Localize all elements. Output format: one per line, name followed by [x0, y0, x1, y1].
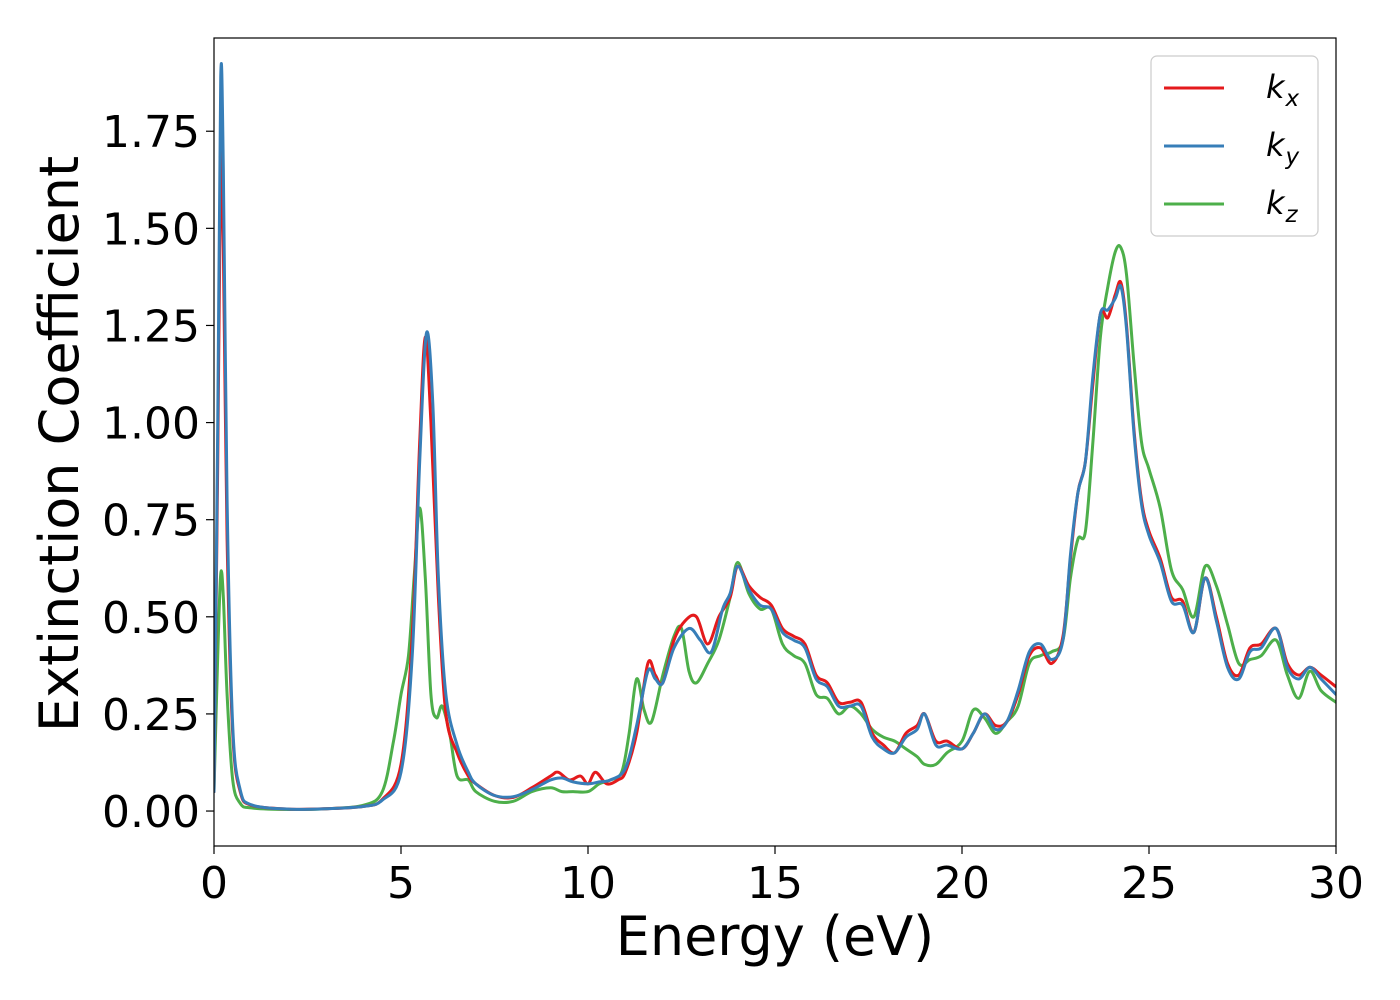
x-tick-label: 5: [387, 858, 415, 909]
series-line-ky: [214, 62, 1336, 811]
y-axis-title: Extinction Coefficient: [28, 156, 91, 732]
y-tick-label: 0.00: [102, 787, 200, 838]
y-tick-label: 1.25: [102, 301, 200, 352]
x-tick-label: 30: [1308, 858, 1364, 909]
x-tick-label: 0: [200, 858, 228, 909]
x-tick-label: 15: [747, 858, 803, 909]
legend: kx ky kz: [1150, 55, 1319, 237]
y-tick-label: 0.25: [102, 690, 200, 741]
legend-label-ky: ky: [1266, 126, 1300, 170]
x-tick-label: 10: [560, 858, 616, 909]
series-line-kx: [214, 146, 1336, 811]
legend-box: [1150, 55, 1319, 237]
series-line-kz: [214, 244, 1336, 812]
x-tick-label: 20: [934, 858, 990, 909]
y-tick-label: 0.50: [102, 593, 200, 644]
legend-label-kx: kx: [1266, 68, 1300, 112]
y-tick-label: 1.00: [102, 399, 200, 450]
y-axis: 0.00 0.25 0.50 0.75 1.00 1.25 1.50 1.75: [102, 107, 214, 838]
x-tick-label: 25: [1121, 858, 1177, 909]
y-tick-label: 1.50: [102, 204, 200, 255]
y-tick-label: 0.75: [102, 496, 200, 547]
x-axis: 0 5 10 15 20 25 30: [200, 846, 1364, 909]
y-tick-label: 1.75: [102, 107, 200, 158]
legend-label-kz: kz: [1266, 184, 1299, 228]
x-axis-title: Energy (eV): [616, 905, 935, 968]
